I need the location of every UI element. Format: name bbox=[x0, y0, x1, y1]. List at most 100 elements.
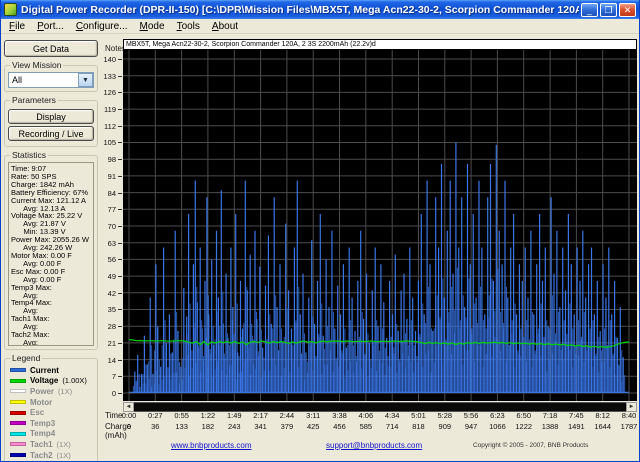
charge-axis-label: Charge bbox=[105, 422, 132, 431]
stat-line: Min: 13.39 V bbox=[11, 227, 66, 237]
time-tick-label: 3:11 bbox=[306, 411, 321, 420]
time-tick-label: 7:45 bbox=[569, 411, 584, 420]
stat-line: Power Max: 2055.26 W bbox=[11, 235, 89, 245]
scrollbar-track[interactable] bbox=[134, 402, 626, 412]
chart-svg bbox=[123, 50, 637, 401]
stat-line: Avg: 242.26 W bbox=[11, 243, 73, 253]
stat-line: Temp3 Max: bbox=[11, 282, 52, 292]
menu-port[interactable]: Port... bbox=[37, 20, 64, 32]
menu-mode[interactable]: Mode bbox=[139, 20, 165, 32]
charge-tick-label: 182 bbox=[201, 422, 215, 431]
legend-item-esc[interactable]: Esc bbox=[8, 407, 94, 418]
legend-item-scale: (1X) bbox=[56, 450, 71, 460]
legend-item-temp4[interactable]: Temp4 bbox=[8, 429, 94, 440]
statistics-group: Statistics Time: 9:07 Rate: 50 SPS Charge:… bbox=[4, 150, 98, 350]
website-link[interactable]: www.bnbproducts.com bbox=[171, 441, 252, 450]
current-series-swatch-icon bbox=[10, 368, 26, 373]
charge-unit-label: (mAh) bbox=[105, 431, 127, 440]
support-email-link[interactable]: support@bnbproducts.com bbox=[326, 441, 423, 450]
y-tick-label: 98 bbox=[107, 155, 116, 165]
time-tick-label: 0:27 bbox=[148, 411, 163, 420]
legend-item-temp3[interactable]: Temp3 bbox=[8, 418, 94, 429]
scroll-left-icon[interactable]: ◄ bbox=[123, 402, 134, 412]
temp4-series-swatch-icon bbox=[10, 431, 26, 436]
time-axis-label: Time bbox=[105, 411, 123, 420]
legend-item-name: Tach1 bbox=[30, 439, 53, 449]
time-tick-label: 1:22 bbox=[200, 411, 216, 420]
y-tick-mark bbox=[118, 309, 122, 311]
stat-line: Motor Max: 0.00 F bbox=[11, 250, 72, 260]
menu-configure[interactable]: Configure... bbox=[75, 20, 128, 32]
close-button-icon[interactable]: ✕ bbox=[619, 2, 636, 17]
y-tick-mark bbox=[118, 359, 122, 361]
stat-line: Voltage Max: 25.22 V bbox=[11, 211, 83, 221]
app-icon bbox=[4, 3, 17, 16]
y-tick-label: 112 bbox=[104, 121, 116, 131]
time-tick-label: 4:34 bbox=[384, 411, 400, 420]
legend-item-name: Tach2 bbox=[30, 450, 53, 460]
y-tick-mark bbox=[118, 175, 122, 177]
maximize-button-icon[interactable]: ❐ bbox=[600, 2, 617, 17]
time-tick-label: 6:50 bbox=[516, 411, 532, 420]
legend-item-name: Temp4 bbox=[30, 429, 56, 439]
chart-scrollbar[interactable]: ◄ ► bbox=[123, 402, 637, 412]
get-data-button[interactable]: Get Data bbox=[4, 40, 98, 57]
charge-tick-label: 1388 bbox=[541, 422, 559, 431]
legend-item-scale: (1X) bbox=[56, 439, 71, 449]
stat-line: Avg: 0.00 F bbox=[11, 258, 62, 268]
legend-item-name: Voltage bbox=[30, 376, 59, 386]
window-title: Digital Power Recorder (DPR-II-150) [C:\… bbox=[21, 3, 579, 16]
y-tick-label: 49 bbox=[107, 272, 116, 282]
y-tick-label: 63 bbox=[107, 238, 116, 248]
legend-item-voltage[interactable]: Voltage (1.00X) bbox=[8, 376, 94, 387]
y-tick-label: 91 bbox=[107, 171, 116, 181]
time-tick-label: 5:56 bbox=[463, 411, 479, 420]
y-tick-mark bbox=[118, 159, 122, 161]
legend-item-power[interactable]: Power (1X) bbox=[8, 386, 94, 397]
time-tick-label: 0:55 bbox=[174, 411, 189, 420]
charge-tick-label: 341 bbox=[254, 422, 267, 431]
legend-items: Current Voltage (1.00X) Power (1X) Motor Esc Te… bbox=[8, 365, 94, 460]
y-axis: 140 133 126 119 112 105 98 91 84 77 70 63 56 49 42 35 28… bbox=[101, 50, 122, 401]
time-tick-label: 8:12 bbox=[595, 411, 610, 420]
window-titlebar[interactable]: Digital Power Recorder (DPR-II-150) [C:\… bbox=[1, 0, 639, 19]
charge-tick-label: 585 bbox=[359, 422, 373, 431]
y-tick-mark bbox=[118, 142, 122, 144]
charge-tick-label: 1491 bbox=[568, 422, 585, 431]
stat-line: Avg: bbox=[11, 322, 38, 332]
display-button[interactable]: Display bbox=[8, 109, 94, 124]
y-tick-mark bbox=[118, 292, 122, 294]
charge-tick-label: 243 bbox=[227, 422, 241, 431]
minimize-button-icon[interactable]: _ bbox=[581, 2, 598, 17]
legend-item-name: Power bbox=[30, 386, 55, 396]
legend-item-name: Motor bbox=[30, 397, 53, 407]
legend-item-tach2[interactable]: Tach2 (1X) bbox=[8, 450, 94, 461]
stat-line: Avg: 21.87 V bbox=[11, 219, 66, 229]
stat-line: Avg: bbox=[11, 306, 38, 316]
power-series-swatch-icon bbox=[10, 389, 26, 394]
legend-item-tach1[interactable]: Tach1 (1X) bbox=[8, 439, 94, 450]
legend-item-scale: (1X) bbox=[58, 386, 73, 396]
time-tick-label: 2:44 bbox=[279, 411, 295, 420]
charge-tick-label: 1066 bbox=[489, 422, 506, 431]
legend-item-motor[interactable]: Motor bbox=[8, 397, 94, 408]
mission-select[interactable]: All ▼ bbox=[8, 72, 94, 88]
chart-title: MBX5T, Mega Acn22-30-2, Scorpion Command… bbox=[123, 39, 637, 50]
charge-tick-label: 947 bbox=[464, 422, 478, 431]
statistics-label: Statistics bbox=[12, 150, 47, 160]
y-tick-mark bbox=[118, 75, 122, 77]
scroll-right-icon[interactable]: ► bbox=[626, 402, 637, 412]
menu-tools[interactable]: Tools bbox=[176, 20, 200, 32]
legend-item-current[interactable]: Current bbox=[8, 365, 94, 376]
y-tick-mark bbox=[118, 259, 122, 261]
legend-item-scale: (1.00X) bbox=[62, 376, 87, 386]
chevron-down-icon[interactable]: ▼ bbox=[78, 73, 93, 87]
chart-panel: Notes MBX5T, Mega Acn22-30-2, Scorpion C… bbox=[101, 34, 639, 461]
menu-file[interactable]: File bbox=[9, 20, 26, 32]
statistics-box: Time: 9:07 Rate: 50 SPS Charge: 1842 mAh Ba… bbox=[8, 162, 94, 346]
legend-item-name: Current bbox=[30, 365, 59, 375]
recording-live-button[interactable]: Recording / Live bbox=[8, 126, 94, 141]
menu-about[interactable]: About bbox=[211, 20, 239, 32]
charge-tick-label: 1222 bbox=[515, 422, 533, 431]
y-tick-label: 133 bbox=[103, 71, 116, 81]
